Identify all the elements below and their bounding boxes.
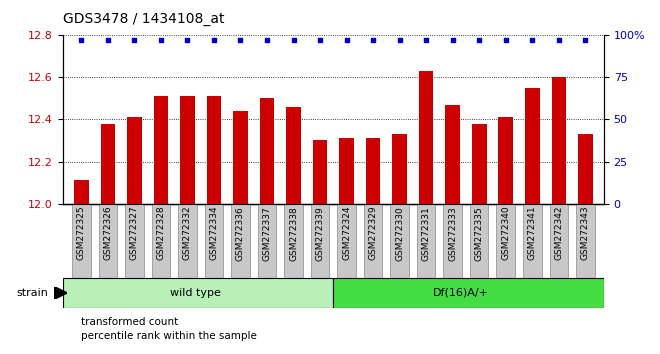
Point [156, 38, 166, 43]
Point [76, 38, 86, 43]
Text: GSM272337: GSM272337 [263, 206, 271, 261]
Bar [472, 124, 486, 204]
Bar [178, 204, 197, 278]
Text: Df(16)A/+: Df(16)A/+ [433, 288, 488, 298]
Text: wild type: wild type [170, 288, 221, 298]
Text: GSM272339: GSM272339 [315, 206, 325, 261]
Text: GSM272334: GSM272334 [209, 206, 218, 261]
Point [368, 38, 378, 43]
Text: GSM272329: GSM272329 [368, 206, 378, 261]
Bar [63, 278, 333, 308]
Text: GSM272340: GSM272340 [501, 206, 510, 261]
Bar [311, 204, 329, 278]
Bar [525, 88, 540, 204]
Text: transformed count: transformed count [81, 317, 178, 327]
Bar [180, 96, 195, 204]
Text: GSM272338: GSM272338 [289, 206, 298, 261]
Bar [152, 204, 170, 278]
Point [580, 38, 591, 43]
Bar [207, 96, 221, 204]
Bar [127, 118, 142, 204]
Bar [523, 204, 542, 278]
Bar [470, 204, 488, 278]
Point [182, 38, 193, 43]
Bar [390, 204, 409, 278]
Point [102, 38, 113, 43]
Point [394, 38, 405, 43]
Point [315, 38, 325, 43]
Text: GSM272324: GSM272324 [342, 206, 351, 260]
Text: GSM272328: GSM272328 [156, 206, 166, 261]
Bar [552, 78, 566, 204]
Bar [333, 278, 604, 308]
Text: GSM272327: GSM272327 [130, 206, 139, 261]
Bar [444, 204, 462, 278]
Point [421, 38, 432, 43]
Bar [100, 124, 115, 204]
Point [288, 38, 299, 43]
Text: GSM272326: GSM272326 [104, 206, 112, 261]
Bar [366, 138, 380, 204]
Text: GSM272325: GSM272325 [77, 206, 86, 261]
Bar [125, 204, 144, 278]
Text: percentile rank within the sample: percentile rank within the sample [81, 331, 257, 341]
Point [474, 38, 484, 43]
Bar [313, 141, 327, 204]
Text: GDS3478 / 1434108_at: GDS3478 / 1434108_at [63, 12, 224, 27]
Bar [284, 204, 303, 278]
Bar [446, 105, 460, 204]
Bar [337, 204, 356, 278]
Bar [578, 134, 593, 204]
Point [341, 38, 352, 43]
Point [209, 38, 219, 43]
Point [554, 38, 564, 43]
Bar [257, 204, 277, 278]
Bar [154, 96, 168, 204]
Bar [392, 134, 407, 204]
Point [235, 38, 246, 43]
Bar [98, 204, 117, 278]
Bar [72, 204, 90, 278]
Point [262, 38, 273, 43]
Bar [417, 204, 436, 278]
Text: GSM272335: GSM272335 [475, 206, 484, 261]
Bar [259, 98, 275, 204]
Bar [576, 204, 595, 278]
Text: GSM272336: GSM272336 [236, 206, 245, 261]
Bar [231, 204, 249, 278]
Point [527, 38, 537, 43]
Point [129, 38, 140, 43]
Text: GSM272330: GSM272330 [395, 206, 404, 261]
Bar [498, 118, 513, 204]
Bar [233, 111, 248, 204]
Text: strain: strain [16, 288, 48, 298]
Polygon shape [54, 287, 67, 299]
Bar [419, 71, 434, 204]
Text: GSM272333: GSM272333 [448, 206, 457, 261]
Text: GSM272331: GSM272331 [422, 206, 431, 261]
Bar [205, 204, 223, 278]
Text: GSM272342: GSM272342 [554, 206, 563, 260]
Point [447, 38, 458, 43]
Text: GSM272332: GSM272332 [183, 206, 192, 261]
Bar [74, 181, 88, 204]
Text: GSM272343: GSM272343 [581, 206, 590, 261]
Bar [286, 107, 301, 204]
Bar [550, 204, 568, 278]
Point [500, 38, 511, 43]
Bar [496, 204, 515, 278]
Text: GSM272341: GSM272341 [528, 206, 537, 261]
Bar [339, 138, 354, 204]
Bar [364, 204, 382, 278]
